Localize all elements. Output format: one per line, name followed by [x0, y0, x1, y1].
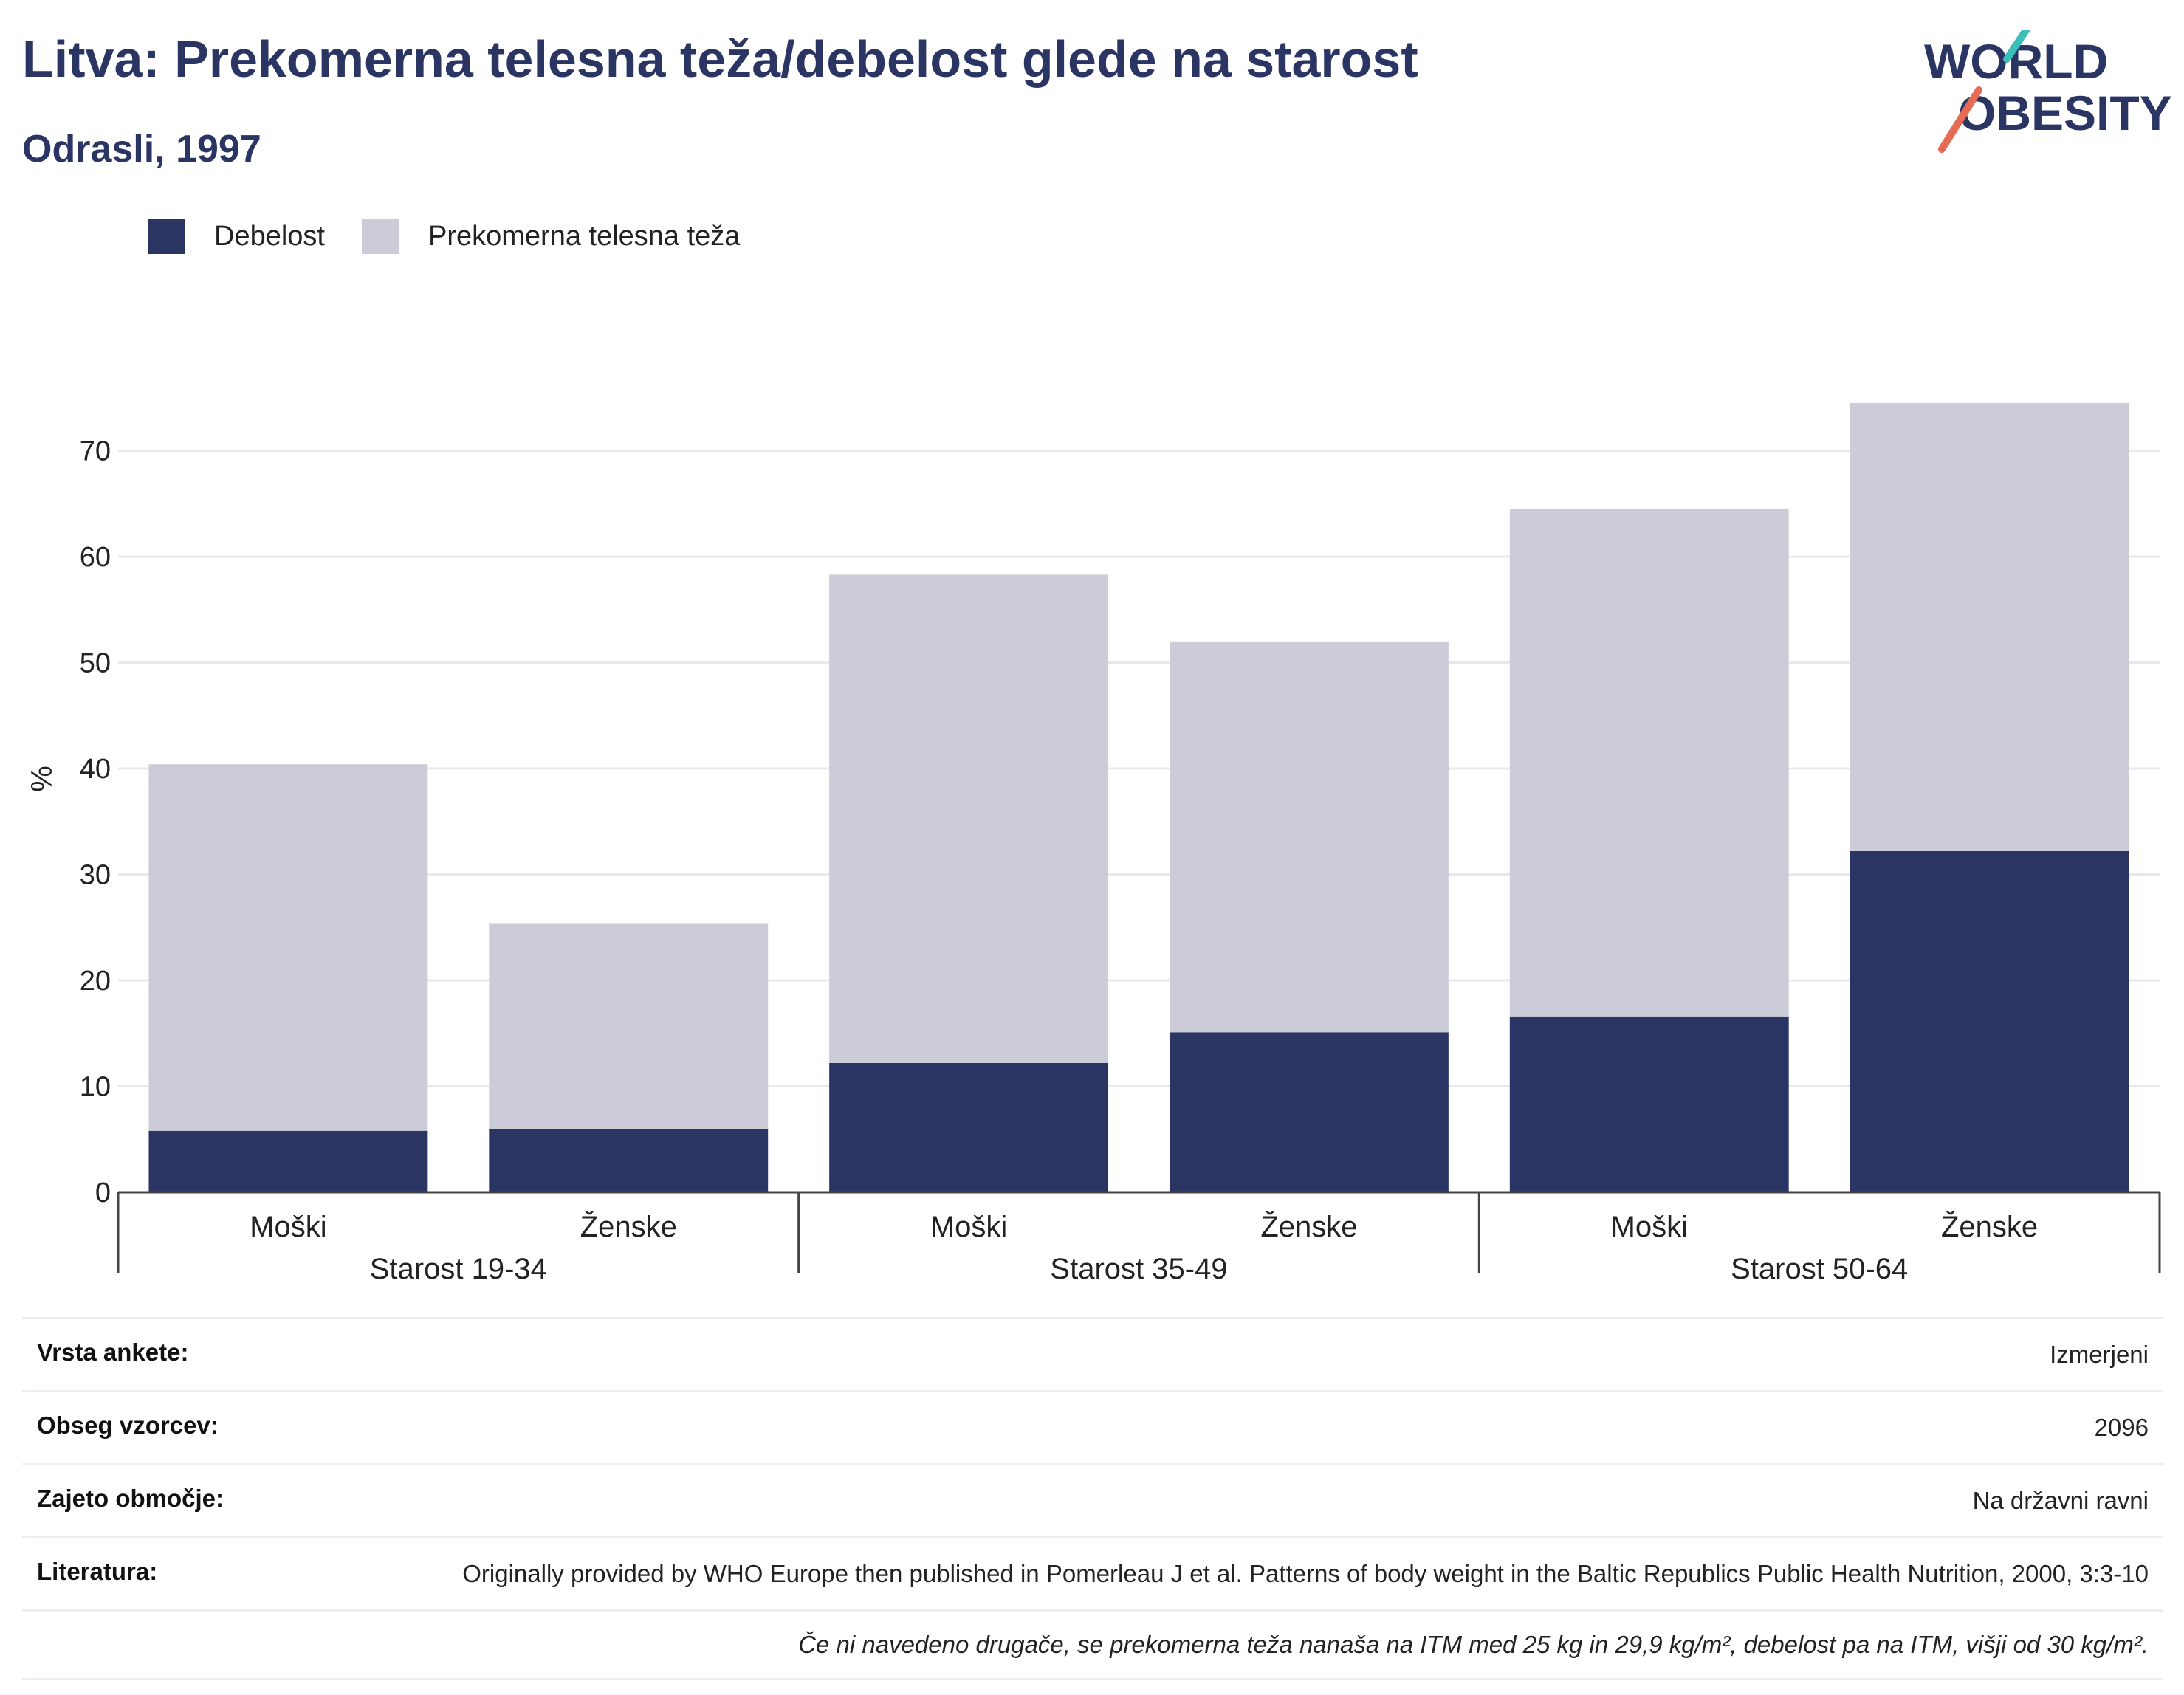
info-value: 2096: [2094, 1414, 2149, 1441]
bar-obesity[interactable]: [148, 1130, 428, 1192]
bars: [148, 402, 2129, 1192]
legend-item-overweight[interactable]: Prekomerna telesna teža: [361, 219, 741, 254]
page-title: Litva: Prekomerna telesna teža/debelost …: [22, 30, 1418, 88]
info-key: Literatura:: [37, 1558, 158, 1585]
x-category-label: Ženske: [580, 1210, 677, 1243]
x-category-label: Ženske: [1260, 1210, 1357, 1243]
y-axis-ticks: 0 10 20 30 40 50 60 70: [80, 436, 111, 1209]
x-category-label: Moški: [1611, 1211, 1688, 1243]
info-value: Na državni ravni: [1972, 1487, 2149, 1514]
y-tick-label: 60: [80, 542, 111, 573]
page-subtitle: Odrasli, 1997: [22, 128, 261, 171]
bar-obesity[interactable]: [1169, 1032, 1449, 1192]
logo-line-2: OBESITY: [1958, 86, 2171, 140]
y-tick-label: 30: [80, 860, 111, 891]
chart-legend: Debelost Prekomerna telesna teža: [148, 219, 777, 254]
bar-overweight[interactable]: [148, 764, 428, 1131]
legend-label-overweight: Prekomerna telesna teža: [427, 220, 741, 252]
bar-obesity[interactable]: [1850, 850, 2129, 1192]
x-axis: Moški Ženske Starost 19-34 Moški Ženske Staro…: [117, 1191, 2161, 1285]
y-tick-label: 10: [80, 1072, 111, 1103]
legend-swatch-obesity: [148, 219, 185, 254]
bar-overweight[interactable]: [1850, 402, 2129, 851]
bar-overweight[interactable]: [489, 923, 769, 1129]
bar-overweight[interactable]: [1169, 641, 1449, 1033]
x-category-label: Moški: [250, 1211, 326, 1243]
survey-info-table: Vrsta ankete: Izmerjeni Obseg vzorcev: 2…: [22, 1317, 2163, 1680]
x-group-label: Starost 35-49: [1050, 1253, 1227, 1285]
info-row-reference: Literatura: Originally provided by WHO E…: [22, 1536, 2163, 1609]
bar-overweight[interactable]: [1509, 509, 1789, 1017]
y-tick-label: 50: [80, 648, 111, 679]
bar-obesity[interactable]: [1509, 1016, 1789, 1192]
x-group-label: Starost 50-64: [1731, 1253, 1908, 1285]
info-row-coverage: Zajeto območje: Na državni ravni: [22, 1463, 2163, 1536]
y-tick-label: 70: [80, 436, 111, 467]
logo-slash-red: [1938, 86, 1982, 153]
y-tick-label: 20: [80, 966, 111, 997]
x-group-label: Starost 19-34: [370, 1253, 547, 1285]
bar-overweight[interactable]: [829, 574, 1109, 1063]
legend-label-obesity: Debelost: [214, 220, 325, 252]
info-key: Vrsta ankete:: [37, 1338, 189, 1366]
legend-item-obesity[interactable]: Debelost: [148, 219, 325, 254]
y-tick-label: 0: [95, 1177, 111, 1208]
x-category-label: Moški: [930, 1211, 1007, 1243]
y-axis-label: %: [26, 766, 58, 792]
info-value: Izmerjeni: [2050, 1341, 2149, 1368]
info-key: Zajeto območje:: [37, 1485, 224, 1512]
legend-swatch-overweight: [361, 219, 399, 254]
logo-slash-teal: [2003, 30, 2031, 63]
x-category-label: Ženske: [1941, 1210, 2038, 1243]
y-tick-label: 40: [80, 754, 111, 785]
bar-obesity[interactable]: [829, 1062, 1109, 1192]
grid-lines: [118, 450, 2160, 1087]
info-key: Obseg vzorcev:: [37, 1412, 219, 1439]
info-row-survey-type: Vrsta ankete: Izmerjeni: [22, 1317, 2163, 1390]
info-row-sample-size: Obseg vzorcev: 2096: [22, 1390, 2163, 1463]
stacked-bar-chart: 0 10 20 30 40 50 60 70 Moški Ženske Starost 19-34…: [26, 402, 2161, 1285]
bar-obesity[interactable]: [489, 1128, 769, 1192]
info-value: Originally provided by WHO Europe then p…: [462, 1560, 2149, 1587]
footnote: Če ni navedeno drugače, se prekomerna te…: [22, 1609, 2163, 1680]
world-obesity-logo: WORLD OBESITY: [1924, 30, 2171, 153]
